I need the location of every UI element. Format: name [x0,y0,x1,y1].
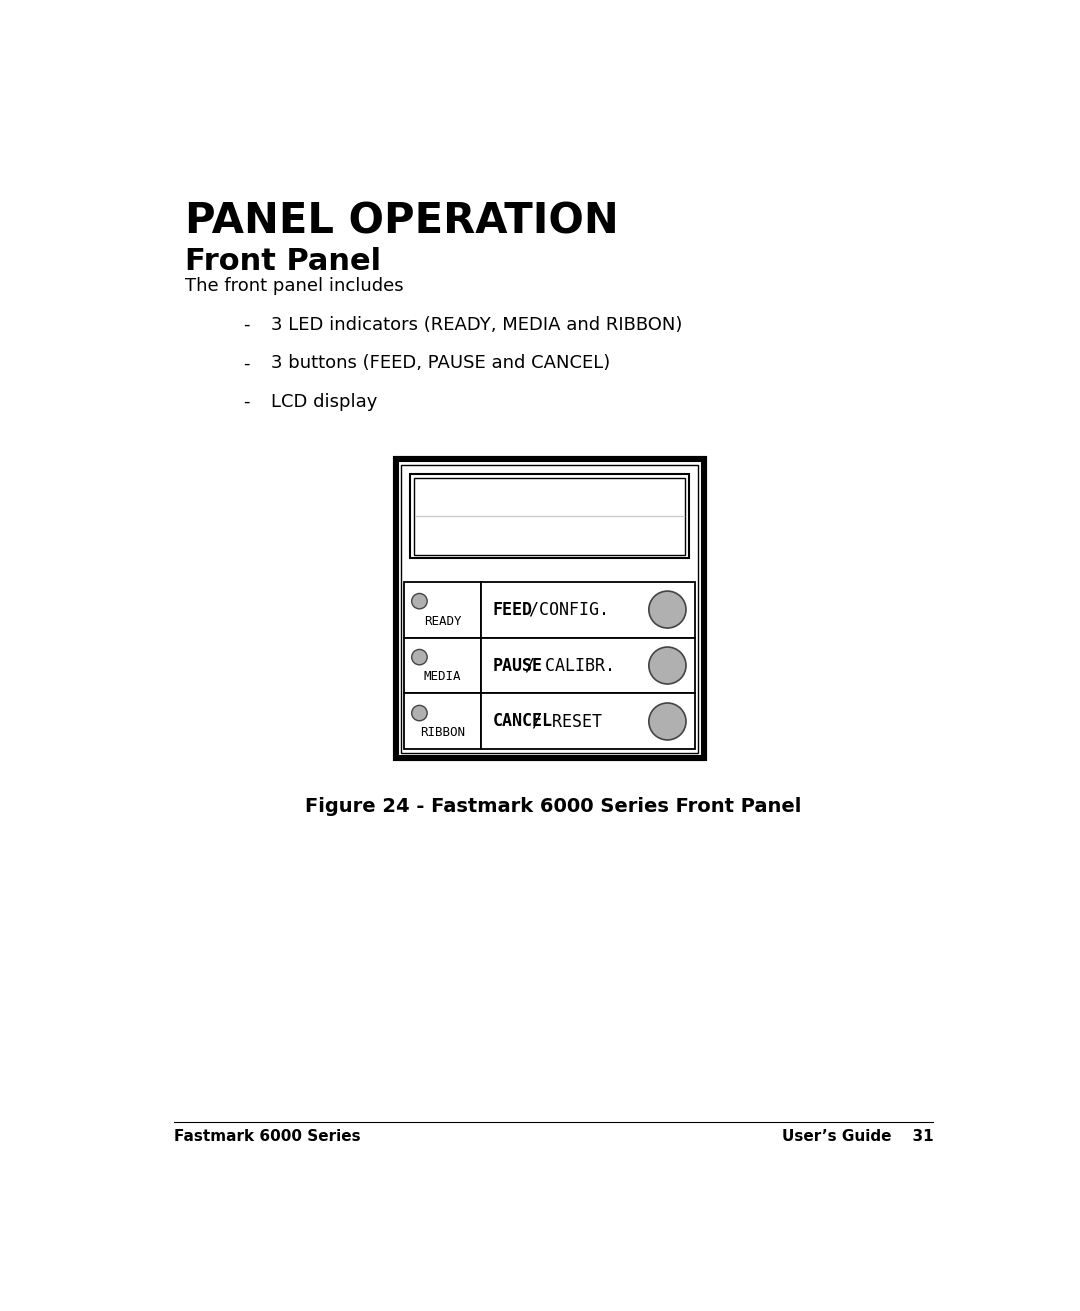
Bar [394,459,704,759]
Text: -: - [243,354,249,372]
Bar [410,473,689,558]
Text: PAUSE: PAUSE [492,657,542,675]
Circle shape [649,591,686,628]
Text: 3 buttons (FEED, PAUSE and CANCEL): 3 buttons (FEED, PAUSE and CANCEL) [271,354,610,372]
Text: LCD display: LCD display [271,393,377,410]
Text: FEED: FEED [492,600,532,619]
Bar [482,582,696,637]
Circle shape [411,594,428,608]
Circle shape [649,703,686,739]
Text: Figure 24 - Fastmark 6000 Series Front Panel: Figure 24 - Fastmark 6000 Series Front P… [306,797,801,817]
Text: Front Panel: Front Panel [186,246,381,275]
Bar [397,461,702,755]
Circle shape [411,705,428,721]
Text: / CALIBR.: / CALIBR. [525,657,616,675]
Text: READY: READY [424,615,461,628]
Text: Fastmark 6000 Series: Fastmark 6000 Series [174,1129,361,1143]
Text: /CONFIG.: /CONFIG. [518,600,609,619]
Circle shape [411,649,428,665]
Bar [404,582,482,637]
Circle shape [649,648,686,684]
Text: User’s Guide    31: User’s Guide 31 [782,1129,933,1143]
Text: The front panel includes: The front panel includes [186,278,404,295]
Text: / RESET: / RESET [531,712,602,730]
Text: -: - [243,393,249,410]
Bar [401,464,699,753]
Text: 3 LED indicators (READY, MEDIA and RIBBON): 3 LED indicators (READY, MEDIA and RIBBO… [271,316,681,334]
Bar [404,637,482,694]
Bar [404,694,482,750]
Text: -: - [243,316,249,334]
Text: PANEL OPERATION: PANEL OPERATION [186,201,619,243]
Bar [482,637,696,694]
Bar [414,477,685,555]
Text: CANCEL: CANCEL [492,712,552,730]
Text: MEDIA: MEDIA [424,670,461,683]
Text: RIBBON: RIBBON [420,726,465,739]
Bar [482,694,696,750]
